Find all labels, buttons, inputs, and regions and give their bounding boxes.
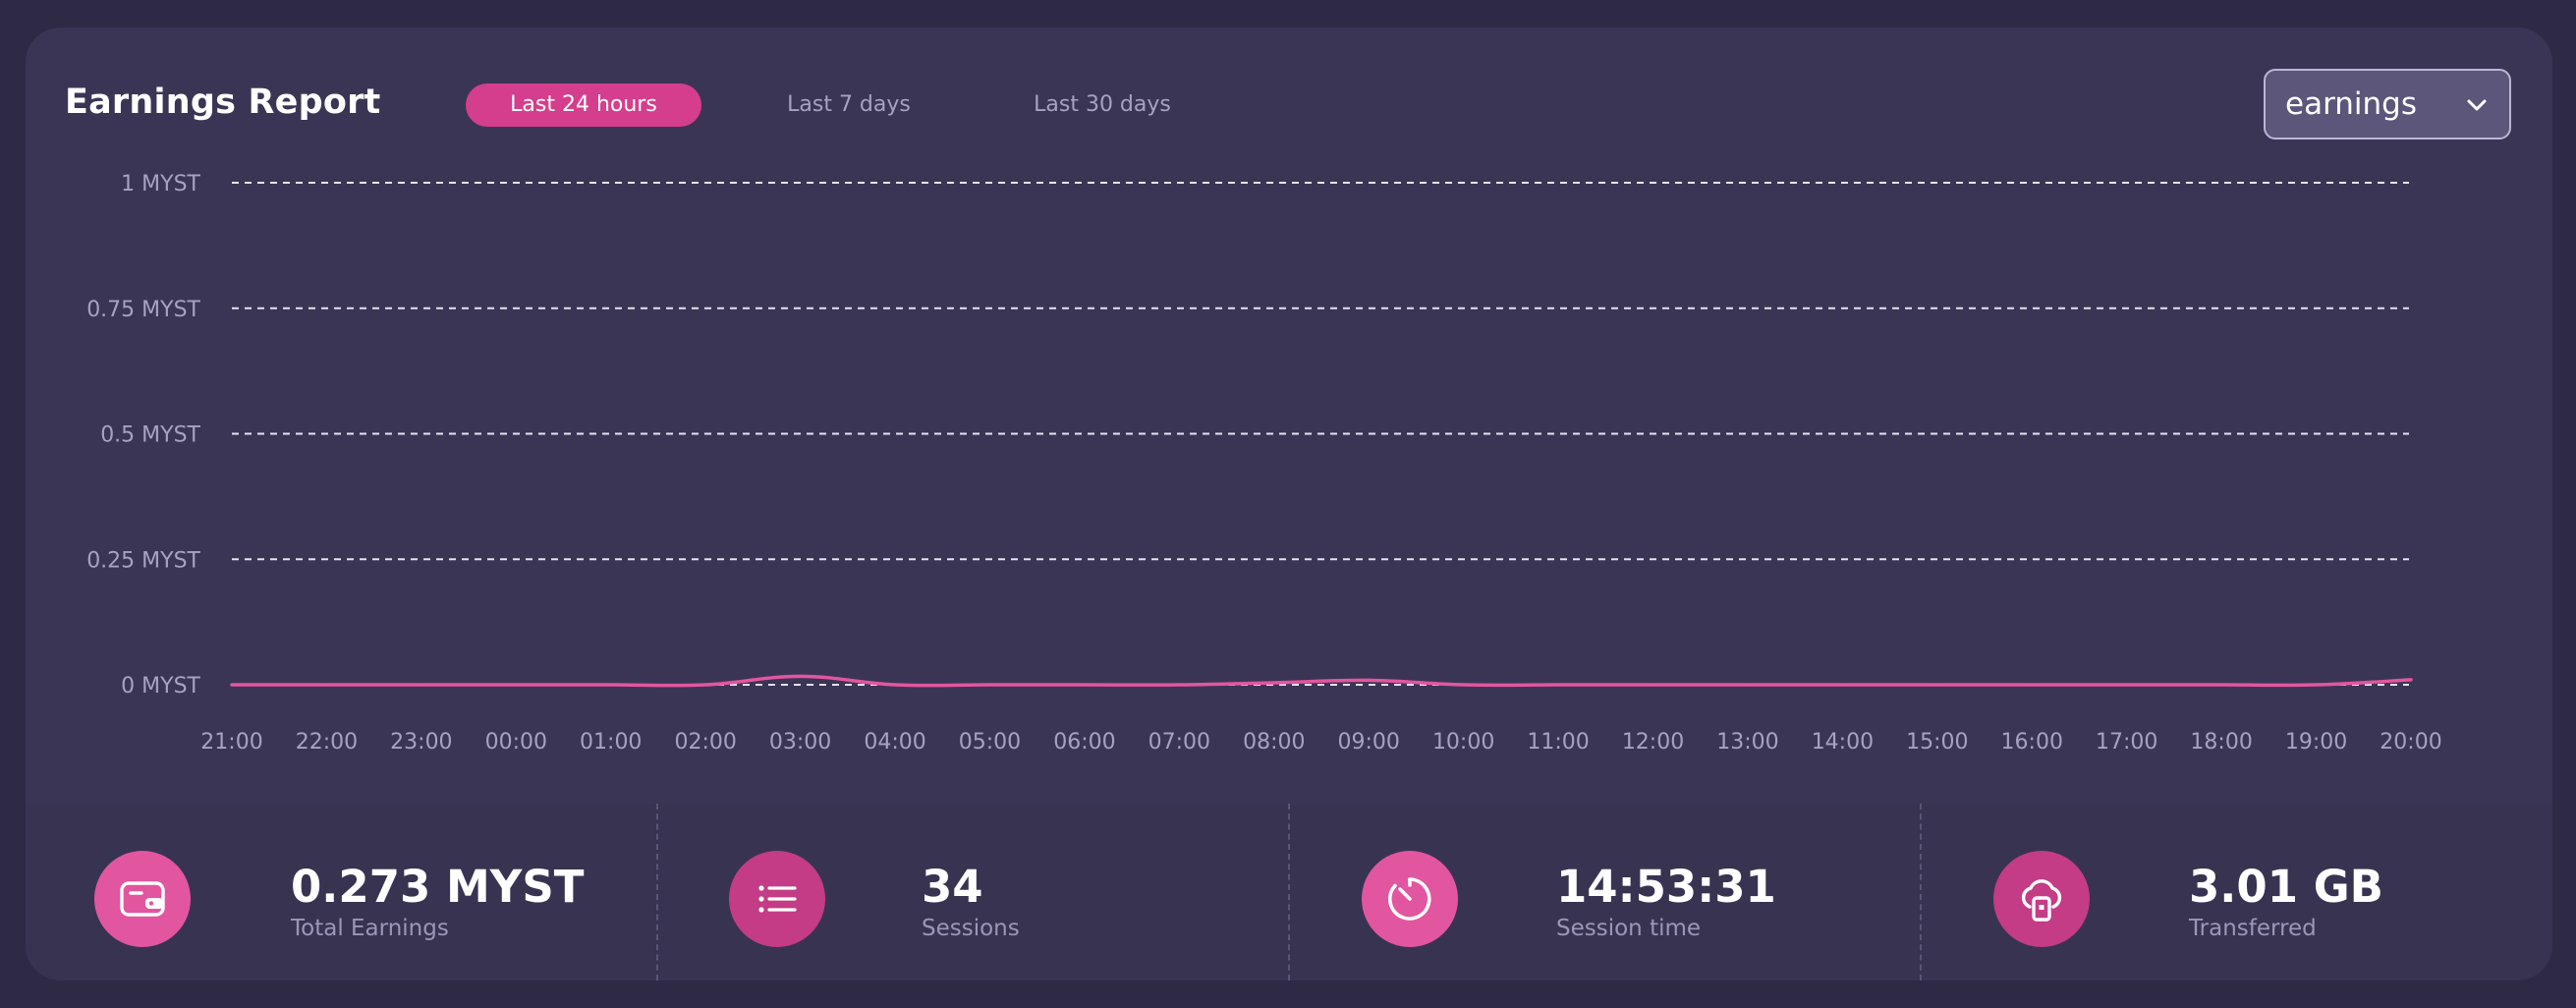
y-tick-label: 0.75 MYST [86, 298, 200, 322]
y-tick-label: 0 MYST [121, 674, 200, 699]
y-axis-labels: 0 MYST 0.25 MYST 0.5 MYST 0.75 MYST 1 MYST [86, 172, 200, 699]
data-point[interactable] [703, 683, 707, 687]
data-point[interactable] [1367, 678, 1371, 682]
cloud-transfer-icon [1993, 851, 2090, 947]
transferred-label: Transferred [2189, 916, 2317, 941]
x-tick-label: 04:00 [864, 730, 925, 755]
sessions-label: Sessions [922, 916, 1020, 941]
x-tick-label: 16:00 [2001, 730, 2063, 755]
x-tick-label: 12:00 [1622, 730, 1684, 755]
tab-last-7-days[interactable]: Last 7 days [787, 92, 911, 117]
data-point[interactable] [1935, 683, 1939, 687]
data-point[interactable] [2030, 683, 2034, 687]
data-point[interactable] [987, 683, 991, 687]
x-tick-label: 09:00 [1338, 730, 1400, 755]
page-title: Earnings Report [65, 83, 381, 122]
x-tick-label: 05:00 [959, 730, 1021, 755]
data-point[interactable] [2315, 683, 2319, 687]
wallet-icon [94, 851, 191, 947]
data-point[interactable] [230, 683, 234, 687]
x-tick-label: 23:00 [390, 730, 452, 755]
data-point[interactable] [1177, 683, 1181, 687]
sessions-value: 34 [922, 861, 983, 913]
data-point[interactable] [609, 683, 613, 687]
x-tick-label: 11:00 [1527, 730, 1589, 755]
stat-divider [656, 804, 658, 980]
chart-series [230, 674, 2413, 688]
data-point[interactable] [1556, 683, 1560, 687]
session-time-value: 14:53:31 [1556, 861, 1776, 913]
data-point[interactable] [2125, 683, 2129, 687]
tab-last-30-days[interactable]: Last 30 days [1034, 92, 1171, 117]
y-tick-label: 0.25 MYST [86, 548, 200, 573]
data-point[interactable] [1462, 683, 1466, 687]
x-tick-label: 20:00 [2380, 730, 2441, 755]
y-tick-label: 1 MYST [121, 172, 200, 196]
x-tick-label: 17:00 [2096, 730, 2157, 755]
data-point[interactable] [893, 683, 897, 687]
data-point[interactable] [324, 683, 328, 687]
x-tick-label: 18:00 [2190, 730, 2252, 755]
x-tick-label: 19:00 [2285, 730, 2347, 755]
total-earnings-label: Total Earnings [291, 916, 449, 941]
x-tick-label: 21:00 [200, 730, 262, 755]
data-point[interactable] [514, 683, 518, 687]
data-point[interactable] [2219, 683, 2223, 687]
x-tick-label: 13:00 [1716, 730, 1778, 755]
earnings-line-chart: 0 MYST 0.25 MYST 0.5 MYST 0.75 MYST 1 MYST 2… [86, 172, 2442, 755]
x-tick-label: 03:00 [769, 730, 831, 755]
timer-icon [1362, 851, 1458, 947]
session-time-label: Session time [1556, 916, 1702, 941]
x-axis-labels: 21:00 22:00 23:00 00:00 01:00 02:00 03:00 04:00… [200, 730, 2441, 755]
data-point[interactable] [2409, 678, 2413, 682]
earnings-series-line [230, 674, 2413, 688]
x-tick-label: 08:00 [1243, 730, 1305, 755]
y-tick-label: 0.5 MYST [100, 423, 200, 448]
data-point[interactable] [1272, 681, 1276, 685]
data-point[interactable] [799, 674, 803, 678]
transferred-value: 3.01 GB [2189, 861, 2383, 913]
x-tick-label: 06:00 [1053, 730, 1115, 755]
x-tick-label: 15:00 [1906, 730, 1968, 755]
total-earnings-value: 0.273 MYST [291, 861, 585, 913]
x-tick-label: 00:00 [485, 730, 547, 755]
chevron-down-icon [2467, 99, 2487, 111]
stats-bar: 0.273 MYST Total Earnings 34 Sessions 14… [26, 804, 2552, 980]
x-tick-label: 02:00 [674, 730, 736, 755]
earnings-report-card: Earnings Report Last 24 hours Last 7 day… [26, 28, 2552, 980]
x-tick-label: 01:00 [580, 730, 642, 755]
metric-select[interactable]: earnings [2264, 69, 2511, 140]
data-point[interactable] [1083, 683, 1087, 687]
stat-divider [1288, 804, 1290, 980]
data-point[interactable] [1652, 683, 1655, 687]
x-tick-label: 14:00 [1812, 730, 1874, 755]
chart-gridlines [232, 182, 2409, 686]
x-tick-label: 07:00 [1148, 730, 1210, 755]
stat-divider [1920, 804, 1922, 980]
data-point[interactable] [1746, 683, 1750, 687]
chart-panel [26, 28, 2552, 804]
tab-last-24-hours[interactable]: Last 24 hours [466, 84, 701, 127]
data-point[interactable] [420, 683, 423, 687]
data-point[interactable] [1840, 683, 1844, 687]
list-icon [729, 851, 825, 947]
x-tick-label: 10:00 [1432, 730, 1494, 755]
x-tick-label: 22:00 [296, 730, 358, 755]
metric-select-value: earnings [2285, 86, 2418, 122]
